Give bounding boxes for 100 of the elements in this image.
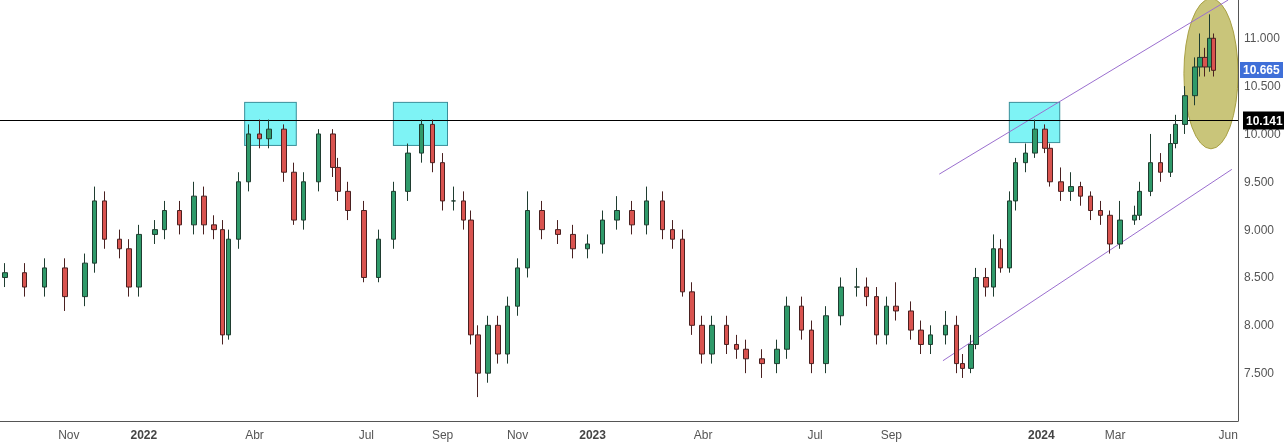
candlestick — [823, 305, 829, 374]
x-tick-label: Jun — [1218, 428, 1238, 442]
candlestick — [585, 233, 590, 259]
candlestick — [62, 257, 68, 312]
y-tick-label: 11.000 — [1244, 31, 1281, 46]
candlestick — [600, 210, 605, 255]
x-tick-label: 2024 — [1027, 428, 1055, 442]
candlestick — [908, 300, 914, 341]
candlestick — [614, 195, 620, 231]
x-tick-label: 2022 — [130, 428, 158, 442]
candlestick — [1211, 32, 1216, 78]
candlestick — [405, 143, 411, 202]
candlestick — [211, 214, 217, 240]
candlestick — [257, 119, 262, 149]
candlestick — [515, 257, 520, 317]
y-tick-label: 10.500 — [1244, 79, 1282, 94]
candlestick — [1202, 47, 1208, 78]
candlestick — [644, 186, 649, 235]
candlestick — [734, 334, 739, 360]
candlestick — [495, 315, 501, 365]
x-tick-label: Sep — [431, 428, 454, 442]
candlestick — [1207, 13, 1212, 73]
candlestick — [570, 224, 576, 259]
candlestick — [1078, 181, 1083, 207]
candlestick — [1098, 200, 1103, 226]
candlestick — [1107, 210, 1113, 255]
candlestick — [391, 181, 396, 250]
candlestick — [759, 348, 765, 379]
candlestick — [1148, 133, 1153, 197]
candlestick — [281, 123, 287, 183]
candlestick — [236, 171, 241, 250]
candlestick — [838, 276, 844, 326]
annotation: 10.665 — [1240, 62, 1283, 79]
candlestick — [1068, 171, 1074, 202]
candlestick — [92, 186, 97, 274]
candlestick — [991, 233, 996, 298]
candlestick — [1182, 85, 1188, 135]
candlestick — [126, 238, 132, 298]
y-tick-label: 8.500 — [1244, 270, 1275, 285]
candlestick — [485, 315, 491, 384]
candlestick — [1058, 166, 1064, 202]
candlestick — [699, 315, 705, 365]
candlestick — [1023, 143, 1028, 173]
candlestick — [928, 324, 933, 355]
candlestick — [1032, 119, 1038, 159]
candlestick — [102, 190, 107, 250]
candlestick — [419, 119, 424, 164]
ref-line-label: 10.141 — [1246, 113, 1284, 128]
candlestick — [440, 152, 445, 211]
x-tick-label: Nov — [506, 428, 529, 442]
x-tick-label: Mar — [1104, 428, 1126, 442]
candlestick — [2, 262, 8, 288]
candlestick — [191, 181, 197, 235]
candlestick — [893, 281, 899, 322]
candlestick — [301, 171, 306, 231]
y-tick-label: 7.500 — [1244, 366, 1275, 381]
candlestick — [809, 320, 814, 374]
candlestick — [1088, 190, 1093, 221]
y-tick-label: 9.500 — [1244, 174, 1275, 189]
x-tick-label: Jul — [358, 428, 375, 442]
candlestick — [864, 276, 869, 307]
candlestick — [998, 238, 1003, 274]
candlestick — [117, 229, 122, 259]
candlestick — [874, 286, 879, 345]
candlestick — [629, 200, 635, 235]
candlestick — [724, 315, 729, 355]
candlestick — [376, 229, 381, 283]
candlestick — [246, 123, 251, 192]
candlestick — [525, 190, 530, 278]
candlestick — [774, 339, 780, 374]
candlestick — [943, 310, 948, 345]
candlestick — [743, 339, 749, 374]
candlestick — [136, 224, 142, 298]
candlestick — [316, 128, 321, 192]
y-tick-label: 9.000 — [1244, 222, 1275, 237]
candlestick — [22, 262, 27, 298]
candlestick — [266, 119, 272, 149]
x-tick-label: 2023 — [579, 428, 607, 442]
candlestick — [1117, 200, 1123, 250]
candlestick — [220, 219, 225, 345]
candlestick — [345, 181, 351, 221]
candlestick — [201, 186, 207, 235]
candlestick — [361, 200, 367, 283]
x-tick-label: Abr — [693, 428, 713, 442]
candlestick — [291, 162, 297, 226]
candlestick — [709, 315, 715, 365]
x-tick-label: Jul — [807, 428, 823, 442]
candlestick — [162, 200, 167, 240]
x-tick-label: Abr — [245, 428, 264, 442]
candlestick — [784, 296, 790, 360]
candlestick — [152, 219, 158, 245]
candlestick — [660, 190, 665, 240]
candlestick — [918, 320, 924, 355]
candlestick — [983, 267, 989, 298]
candlestick — [670, 219, 675, 250]
y-tick-label: 8.000 — [1244, 318, 1275, 333]
candlestick — [461, 190, 466, 231]
x-tick-label: Nov — [58, 428, 80, 442]
x-tick-label: Sep — [880, 428, 903, 442]
candlestick — [42, 257, 47, 298]
